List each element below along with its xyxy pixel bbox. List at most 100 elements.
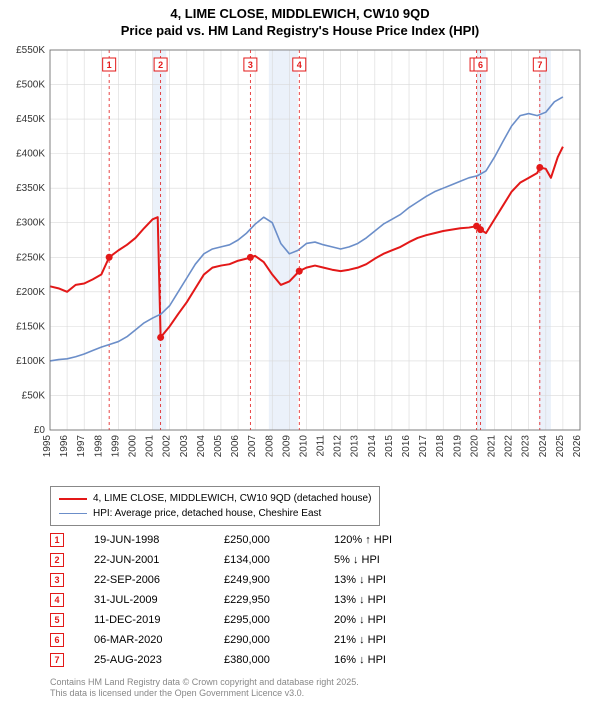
svg-text:1995: 1995 xyxy=(42,435,53,458)
svg-text:2025: 2025 xyxy=(555,435,566,458)
svg-text:2020: 2020 xyxy=(469,435,480,458)
sale-delta: 13% ↓ HPI xyxy=(334,574,454,586)
legend-label: 4, LIME CLOSE, MIDDLEWICH, CW10 9QD (det… xyxy=(93,491,371,506)
svg-text:£500K: £500K xyxy=(16,80,45,91)
svg-text:2024: 2024 xyxy=(538,435,549,458)
svg-text:6: 6 xyxy=(478,60,483,70)
sale-price: £134,000 xyxy=(224,554,334,566)
svg-text:£200K: £200K xyxy=(16,287,45,298)
sale-marker-box: 4 xyxy=(50,593,64,607)
svg-text:1997: 1997 xyxy=(76,435,87,458)
sale-date: 22-JUN-2001 xyxy=(94,554,224,566)
svg-text:2018: 2018 xyxy=(435,435,446,458)
svg-text:2011: 2011 xyxy=(316,435,327,457)
sale-price: £290,000 xyxy=(224,634,334,646)
sale-marker-box: 7 xyxy=(50,653,64,667)
svg-text:£50K: £50K xyxy=(22,390,46,401)
svg-text:1: 1 xyxy=(107,60,112,70)
svg-text:£300K: £300K xyxy=(16,218,45,229)
svg-text:£150K: £150K xyxy=(16,321,45,332)
sale-row: 5 11-DEC-2019£295,00020% ↓ HPI xyxy=(50,610,454,630)
sale-row: 1 19-JUN-1998£250,000120% ↑ HPI xyxy=(50,530,454,550)
svg-text:2026: 2026 xyxy=(572,435,583,458)
sale-price: £295,000 xyxy=(224,614,334,626)
svg-text:2022: 2022 xyxy=(504,435,515,458)
sale-marker-box: 5 xyxy=(50,613,64,627)
legend-item: HPI: Average price, detached house, Ches… xyxy=(59,506,371,521)
title-line-1: 4, LIME CLOSE, MIDDLEWICH, CW10 9QD xyxy=(0,6,600,23)
svg-text:£250K: £250K xyxy=(16,252,45,263)
svg-text:2015: 2015 xyxy=(384,435,395,458)
footer-attribution: Contains HM Land Registry data © Crown c… xyxy=(50,677,359,700)
legend: 4, LIME CLOSE, MIDDLEWICH, CW10 9QD (det… xyxy=(50,486,380,526)
footer-line-2: This data is licensed under the Open Gov… xyxy=(50,688,359,700)
sale-marker-box: 3 xyxy=(50,573,64,587)
sale-price: £380,000 xyxy=(224,654,334,666)
svg-text:2000: 2000 xyxy=(127,435,138,458)
chart-svg: £0 £50K £100K £150K £200K £250K £300K £350K £400… xyxy=(0,40,600,480)
svg-text:£550K: £550K xyxy=(16,45,45,56)
svg-text:2019: 2019 xyxy=(452,435,463,458)
svg-text:2009: 2009 xyxy=(281,435,292,458)
sale-price: £249,900 xyxy=(224,574,334,586)
svg-text:2006: 2006 xyxy=(230,435,241,458)
sale-row: 2 22-JUN-2001£134,0005% ↓ HPI xyxy=(50,550,454,570)
sale-marker-box: 6 xyxy=(50,633,64,647)
sale-date: 06-MAR-2020 xyxy=(94,634,224,646)
svg-text:£0: £0 xyxy=(34,425,46,436)
svg-text:2004: 2004 xyxy=(196,435,207,458)
sale-row: 6 06-MAR-2020£290,00021% ↓ HPI xyxy=(50,630,454,650)
sale-delta: 13% ↓ HPI xyxy=(334,594,454,606)
sale-date: 22-SEP-2006 xyxy=(94,574,224,586)
title-line-2: Price paid vs. HM Land Registry's House … xyxy=(0,23,600,40)
svg-text:3: 3 xyxy=(248,60,253,70)
sale-delta: 16% ↓ HPI xyxy=(334,654,454,666)
svg-text:2016: 2016 xyxy=(401,435,412,458)
svg-text:7: 7 xyxy=(537,60,542,70)
svg-text:£450K: £450K xyxy=(16,114,45,125)
svg-text:2003: 2003 xyxy=(179,435,190,458)
sale-delta: 21% ↓ HPI xyxy=(334,634,454,646)
sale-row: 4 31-JUL-2009£229,95013% ↓ HPI xyxy=(50,590,454,610)
sale-date: 31-JUL-2009 xyxy=(94,594,224,606)
sale-marker-box: 1 xyxy=(50,533,64,547)
sale-delta: 20% ↓ HPI xyxy=(334,614,454,626)
svg-text:£350K: £350K xyxy=(16,183,45,194)
sale-delta: 120% ↑ HPI xyxy=(334,534,454,546)
legend-swatch xyxy=(59,498,87,500)
svg-text:2010: 2010 xyxy=(298,435,309,458)
sale-delta: 5% ↓ HPI xyxy=(334,554,454,566)
sale-date: 25-AUG-2023 xyxy=(94,654,224,666)
svg-text:2021: 2021 xyxy=(487,435,498,458)
chart-title: 4, LIME CLOSE, MIDDLEWICH, CW10 9QD Pric… xyxy=(0,0,600,40)
sale-price: £250,000 xyxy=(224,534,334,546)
svg-text:1999: 1999 xyxy=(110,435,121,458)
svg-text:1996: 1996 xyxy=(59,435,70,458)
chart-container: 4, LIME CLOSE, MIDDLEWICH, CW10 9QD Pric… xyxy=(0,0,600,710)
svg-text:2008: 2008 xyxy=(264,435,275,458)
sale-row: 3 22-SEP-2006£249,90013% ↓ HPI xyxy=(50,570,454,590)
svg-text:2017: 2017 xyxy=(418,435,429,458)
svg-text:4: 4 xyxy=(297,60,302,70)
svg-text:£400K: £400K xyxy=(16,149,45,160)
svg-text:2012: 2012 xyxy=(333,435,344,458)
sale-date: 19-JUN-1998 xyxy=(94,534,224,546)
legend-item: 4, LIME CLOSE, MIDDLEWICH, CW10 9QD (det… xyxy=(59,491,371,506)
svg-text:2007: 2007 xyxy=(247,435,258,458)
svg-text:£100K: £100K xyxy=(16,356,45,367)
sales-table: 1 19-JUN-1998£250,000120% ↑ HPI 2 22-JUN-20… xyxy=(50,530,454,670)
sale-row: 7 25-AUG-2023£380,00016% ↓ HPI xyxy=(50,650,454,670)
svg-text:2014: 2014 xyxy=(367,435,378,458)
svg-text:2: 2 xyxy=(158,60,163,70)
legend-swatch xyxy=(59,513,87,514)
svg-text:2023: 2023 xyxy=(521,435,532,458)
footer-line-1: Contains HM Land Registry data © Crown c… xyxy=(50,677,359,689)
svg-text:2013: 2013 xyxy=(350,435,361,458)
svg-text:2005: 2005 xyxy=(213,435,224,458)
sale-price: £229,950 xyxy=(224,594,334,606)
sale-marker-box: 2 xyxy=(50,553,64,567)
sale-date: 11-DEC-2019 xyxy=(94,614,224,626)
svg-text:2001: 2001 xyxy=(145,435,156,458)
legend-label: HPI: Average price, detached house, Ches… xyxy=(93,506,321,521)
svg-text:2002: 2002 xyxy=(162,435,173,458)
